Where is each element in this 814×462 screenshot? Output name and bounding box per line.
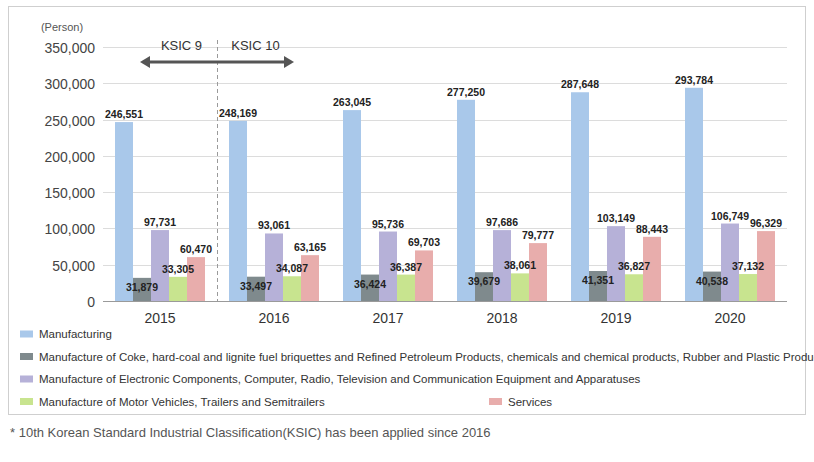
- arrow-head: [284, 56, 294, 68]
- grid-line: [103, 301, 787, 302]
- x-axis: [103, 301, 787, 302]
- bar: [685, 88, 703, 301]
- bar: [739, 274, 757, 301]
- legend-swatch: [20, 398, 33, 405]
- grid-line: [103, 156, 787, 157]
- data-label: 31,879: [126, 281, 158, 293]
- data-label: 60,470: [180, 243, 212, 255]
- bars: [115, 88, 775, 301]
- legend-label: Manufacturing: [39, 328, 112, 340]
- data-label: 97,686: [486, 216, 518, 228]
- chart: 0 50,000 100,000 150,000 200,000 250,000 300,0…: [0, 0, 814, 462]
- y-tick-label: 250,000: [44, 113, 95, 129]
- data-label: 79,777: [522, 229, 554, 241]
- y-tick-label: 350,000: [44, 40, 95, 56]
- bar: [625, 274, 643, 301]
- data-label: 263,045: [333, 96, 371, 108]
- annotation: KSIC 10: [231, 38, 279, 53]
- grid-line: [103, 192, 787, 193]
- data-label: 41,351: [582, 274, 614, 286]
- data-label: 293,784: [675, 74, 713, 86]
- footnote: * 10th Korean Standard Industrial Classi…: [10, 425, 491, 440]
- data-label: 97,731: [144, 216, 176, 228]
- data-label: 33,305: [162, 263, 194, 275]
- x-tick-label: 2019: [600, 310, 631, 326]
- x-tick-label: 2016: [258, 310, 289, 326]
- legend-swatch: [20, 353, 33, 360]
- data-label: 246,551: [105, 108, 143, 120]
- data-label: 277,250: [447, 86, 485, 98]
- grid-line: [103, 228, 787, 229]
- data-label: 33,497: [240, 280, 272, 292]
- annotation: KSIC 9: [161, 38, 202, 53]
- data-label: 69,703: [408, 236, 440, 248]
- bar: [511, 273, 529, 301]
- grid-line: [103, 265, 787, 266]
- data-label: 39,679: [468, 275, 500, 287]
- legend-swatch: [20, 376, 33, 383]
- data-label: 287,648: [561, 78, 599, 90]
- data-label: 96,329: [750, 217, 782, 229]
- y-tick-label: 200,000: [44, 149, 95, 165]
- y-tick-label: 300,000: [44, 76, 95, 92]
- bar: [415, 250, 433, 301]
- bar: [115, 122, 133, 301]
- legend-label: Manufacture of Motor Vehicles, Trailers …: [39, 396, 325, 408]
- data-label: 36,424: [354, 278, 386, 290]
- data-labels: 246,551 248,169 263,045 277,250 287,648 293,7…: [105, 74, 782, 293]
- data-label: 37,132: [732, 260, 764, 272]
- data-label: 36,387: [390, 261, 422, 273]
- bar: [397, 275, 415, 301]
- bar: [283, 276, 301, 301]
- legend-label: Services: [508, 396, 552, 408]
- data-label: 93,061: [258, 219, 290, 231]
- data-label: 248,169: [219, 107, 257, 119]
- data-label: 40,538: [696, 275, 728, 287]
- bar: [457, 100, 475, 301]
- y-tick-label: 150,000: [44, 185, 95, 201]
- bar: [529, 243, 547, 301]
- data-label: 88,443: [636, 223, 668, 235]
- data-label: 103,149: [597, 212, 635, 224]
- data-label: 95,736: [372, 218, 404, 230]
- data-label: 106,749: [711, 210, 749, 222]
- x-tick-label: 2020: [714, 310, 745, 326]
- grid-line: [103, 120, 787, 121]
- data-label: 36,827: [618, 260, 650, 272]
- legend-label: Manufacture of Electronic Components, Co…: [39, 373, 641, 385]
- y-tick-label: 0: [87, 294, 95, 310]
- legend-swatch: [20, 331, 33, 338]
- ksic-divider: [217, 40, 218, 301]
- x-tick-label: 2015: [144, 310, 175, 326]
- x-tick-label: 2018: [486, 310, 517, 326]
- legend: Manufacturing Manufacture of Coke, hard-c…: [20, 328, 814, 408]
- data-label: 63,165: [294, 241, 326, 253]
- x-tick-label: 2017: [372, 310, 403, 326]
- legend-label: Manufacture of Coke, hard-coal and ligni…: [39, 351, 814, 363]
- y-tick-label: 100,000: [44, 221, 95, 237]
- data-label: 34,087: [276, 262, 308, 274]
- ksic-arrow: [146, 61, 288, 64]
- y-tick-label: 50,000: [52, 258, 95, 274]
- y-axis-label: (Person): [41, 21, 83, 33]
- data-label: 38,061: [504, 259, 536, 271]
- bar: [343, 110, 361, 301]
- bar: [571, 92, 589, 301]
- grid-line: [103, 47, 787, 48]
- arrow-head: [140, 56, 150, 68]
- bar: [229, 121, 247, 301]
- legend-swatch: [489, 398, 502, 405]
- bar: [169, 277, 187, 301]
